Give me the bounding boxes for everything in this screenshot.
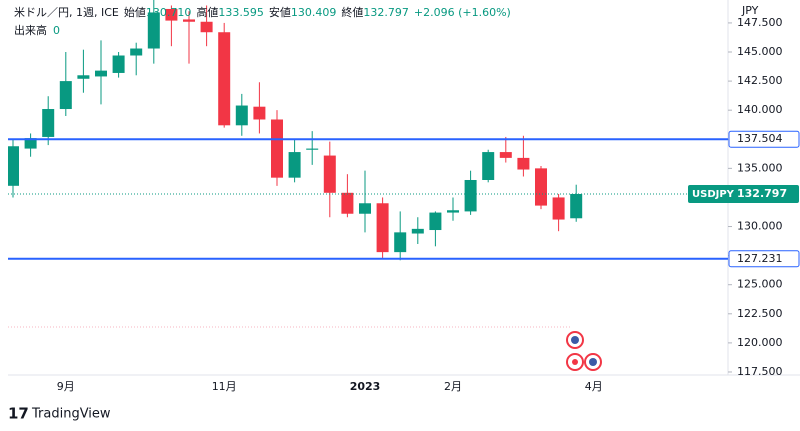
y-tick-label: 122.500	[737, 307, 783, 320]
last-price-label: 132.797	[737, 187, 787, 200]
candle-body	[411, 228, 424, 234]
candle-body	[376, 203, 389, 253]
y-axis-label: JPY	[741, 4, 759, 17]
y-tick-label: 120.000	[737, 336, 783, 349]
candle-body	[482, 152, 495, 180]
candle-body	[359, 203, 371, 214]
candle-body	[235, 105, 248, 126]
ohlc-label: 終値	[341, 5, 363, 19]
candle-body	[147, 12, 160, 49]
candle-body	[535, 168, 547, 206]
candle-body	[42, 109, 55, 137]
candle-body	[517, 157, 530, 170]
volume-label: 出来高	[14, 23, 47, 37]
candle-body	[429, 212, 442, 231]
y-tick-label: 142.500	[737, 74, 783, 87]
candle-body	[271, 119, 283, 178]
x-tick-label: 2月	[444, 380, 462, 393]
candle-body	[306, 148, 319, 150]
candle-body	[183, 19, 195, 22]
brand: 17 TradingView	[8, 405, 111, 423]
price-label-box	[728, 250, 800, 268]
candle-body	[552, 197, 565, 220]
candle-body	[341, 192, 354, 214]
ohlc-value: 130.409	[291, 6, 337, 19]
event-icons	[566, 331, 602, 371]
x-tick-label: 11月	[212, 380, 237, 393]
header: 米ドル／円, 1週, ICE 始値 130.710 高値 133.595 安値 130.40…	[14, 5, 511, 37]
candle-body	[24, 138, 37, 149]
candle-body	[200, 21, 213, 33]
y-tick-label: 140.000	[737, 103, 783, 116]
y-tick-label: 130.000	[737, 220, 783, 233]
ohlc-value: 130.710	[146, 6, 192, 19]
candle-body	[165, 8, 178, 21]
candle-body	[447, 210, 459, 213]
brand-name: TradingView	[31, 407, 111, 422]
x-tick-label: 2023	[350, 380, 381, 393]
x-tick-label: 9月	[57, 380, 75, 393]
plot-area	[8, 0, 728, 261]
ohlc-value: 133.595	[218, 6, 264, 19]
y-tick-label: 145.000	[737, 45, 783, 58]
price-label-box	[728, 130, 800, 148]
candle-body	[394, 232, 407, 253]
y-tick-label: 135.000	[737, 161, 783, 174]
ohlc-label: 安値	[269, 5, 291, 19]
y-tick-label: 125.000	[737, 278, 783, 291]
candle-body	[130, 48, 143, 56]
candle-body	[323, 155, 336, 193]
symbol-label: USDJPY	[692, 189, 735, 200]
header-change: +2.096 (+1.60%)	[414, 6, 511, 19]
candle-body	[95, 70, 107, 77]
candle-body	[288, 152, 301, 178]
price-label: 137.504	[737, 132, 783, 145]
candle-body	[253, 106, 266, 120]
candle-body	[218, 32, 231, 126]
candle-body	[499, 152, 512, 158]
ohlc-value: 132.797	[363, 6, 409, 19]
price-label: 127.231	[737, 252, 783, 265]
candle-body	[8, 146, 19, 186]
x-tick-label: 4月	[585, 380, 603, 393]
ohlc-label: 高値	[196, 5, 218, 19]
candle-body	[77, 75, 90, 79]
ohlc-label: 始値	[124, 5, 146, 19]
y-tick-label: 147.500	[737, 16, 783, 29]
header-title: 米ドル／円, 1週, ICE	[14, 6, 119, 19]
volume-value: 0	[53, 24, 60, 37]
y-tick-label: 117.500	[737, 365, 783, 378]
candle-body	[570, 193, 583, 219]
brand-logo: 17	[8, 405, 29, 423]
candle-body	[59, 81, 72, 110]
candle-body	[464, 179, 477, 212]
candle-body	[112, 55, 125, 73]
symbol-label-box	[688, 184, 799, 203]
